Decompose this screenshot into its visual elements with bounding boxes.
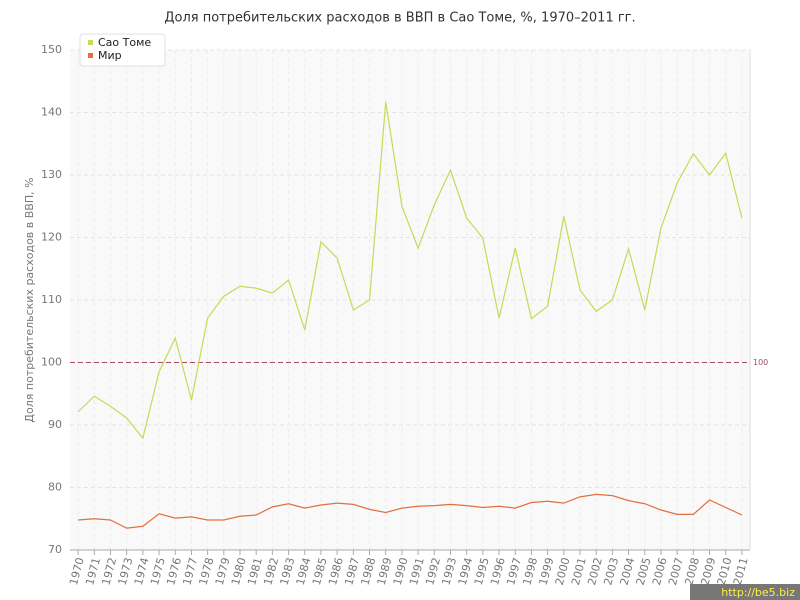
y-tick-label: 80 xyxy=(48,481,62,494)
y-tick-label: 70 xyxy=(48,543,62,556)
legend-swatch xyxy=(88,40,93,45)
y-tick-label: 140 xyxy=(41,106,62,119)
chart-title: Доля потребительских расходов в ВВП в Са… xyxy=(164,11,635,26)
y-tick-label: 90 xyxy=(48,418,62,431)
legend-label: Мир xyxy=(98,49,122,62)
reference-label: 100 xyxy=(753,358,768,367)
y-tick-label: 150 xyxy=(41,43,62,56)
y-tick-label: 110 xyxy=(41,293,62,306)
y-axis-label: Доля потребительских расходов в ВВП, % xyxy=(23,177,36,422)
legend-box xyxy=(79,33,166,67)
watermark-bg xyxy=(690,584,800,600)
series-line xyxy=(78,493,743,529)
y-tick-label: 130 xyxy=(41,168,62,181)
series-line xyxy=(77,101,743,440)
watermark: http://be5.biz xyxy=(721,586,795,599)
legend-label: Сао Томе xyxy=(98,36,151,49)
y-tick-label: 120 xyxy=(41,231,62,244)
y-tick-label: 100 xyxy=(41,356,62,369)
legend-swatch xyxy=(88,53,93,58)
